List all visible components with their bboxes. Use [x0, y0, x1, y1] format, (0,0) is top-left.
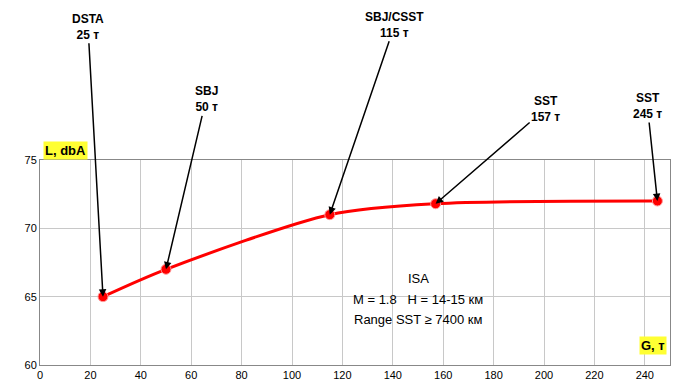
svg-text:80: 80: [235, 369, 247, 381]
svg-text:160: 160: [434, 369, 452, 381]
svg-text:240: 240: [636, 369, 654, 381]
svg-text:M = 1.8 H = 14-15 км: M = 1.8 H = 14-15 км: [353, 292, 483, 307]
svg-text:SST157 т: SST157 т: [531, 94, 560, 124]
svg-text:120: 120: [333, 369, 351, 381]
svg-text:Range SST ≥ 7400 км: Range SST ≥ 7400 км: [354, 312, 483, 327]
svg-text:140: 140: [384, 369, 402, 381]
svg-text:100: 100: [283, 369, 301, 381]
svg-text:SST245 т: SST245 т: [633, 91, 662, 121]
svg-text:20: 20: [84, 369, 96, 381]
svg-text:65: 65: [25, 291, 37, 303]
svg-text:70: 70: [25, 222, 37, 234]
svg-text:SBJ50 т: SBJ50 т: [195, 84, 218, 114]
svg-text:200: 200: [535, 369, 553, 381]
svg-text:L, dbA: L, dbA: [45, 143, 86, 158]
svg-text:60: 60: [25, 359, 37, 371]
svg-text:40: 40: [135, 369, 147, 381]
svg-text:75: 75: [25, 154, 37, 166]
svg-text:G, т: G, т: [641, 338, 665, 353]
svg-text:180: 180: [484, 369, 502, 381]
svg-text:220: 220: [585, 369, 603, 381]
svg-text:SBJ/CSST115 т: SBJ/CSST115 т: [365, 10, 424, 40]
svg-text:ISA: ISA: [408, 271, 429, 286]
svg-text:DSTA25 т: DSTA25 т: [72, 12, 104, 42]
svg-text:0: 0: [37, 369, 43, 381]
svg-text:60: 60: [185, 369, 197, 381]
